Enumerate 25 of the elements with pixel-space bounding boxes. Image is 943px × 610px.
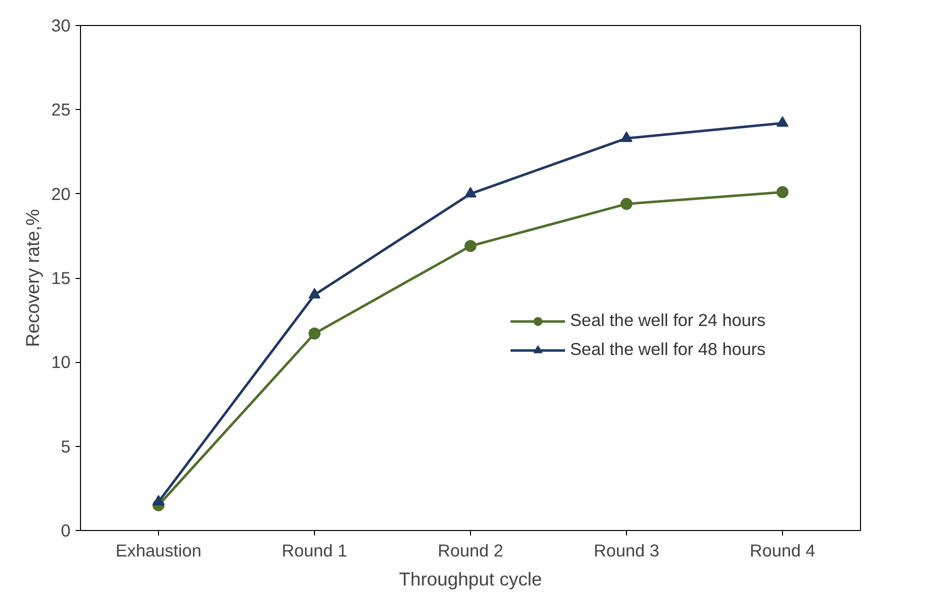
x-tick-label: Round 3 — [594, 540, 660, 560]
y-tick-label: 25 — [51, 100, 71, 120]
point — [620, 198, 632, 210]
x-axis-title: Throughput cycle — [398, 568, 542, 590]
x-tick-label: Round 4 — [750, 540, 816, 560]
legend-label: Seal the well for 48 hours — [570, 339, 766, 360]
point — [620, 131, 632, 142]
legend-label: Seal the well for 24 hours — [570, 310, 766, 331]
point — [308, 288, 320, 299]
y-tick-label: 10 — [51, 352, 71, 372]
point — [776, 116, 788, 127]
point — [152, 495, 164, 506]
x-tick-label: Exhaustion — [116, 540, 202, 560]
point — [464, 240, 476, 252]
y-axis-title: Recovery rate,% — [22, 209, 44, 347]
x-tick-label: Round 1 — [282, 540, 348, 560]
y-tick-label: 5 — [60, 436, 71, 456]
x-tick-label: Round 2 — [438, 540, 504, 560]
point — [776, 186, 788, 198]
point — [308, 328, 320, 340]
y-tick-label: 15 — [51, 268, 71, 288]
y-tick-label: 30 — [51, 16, 71, 36]
point — [464, 186, 476, 198]
y-tick-label: 20 — [51, 184, 71, 204]
y-tick-label: 0 — [60, 520, 71, 540]
